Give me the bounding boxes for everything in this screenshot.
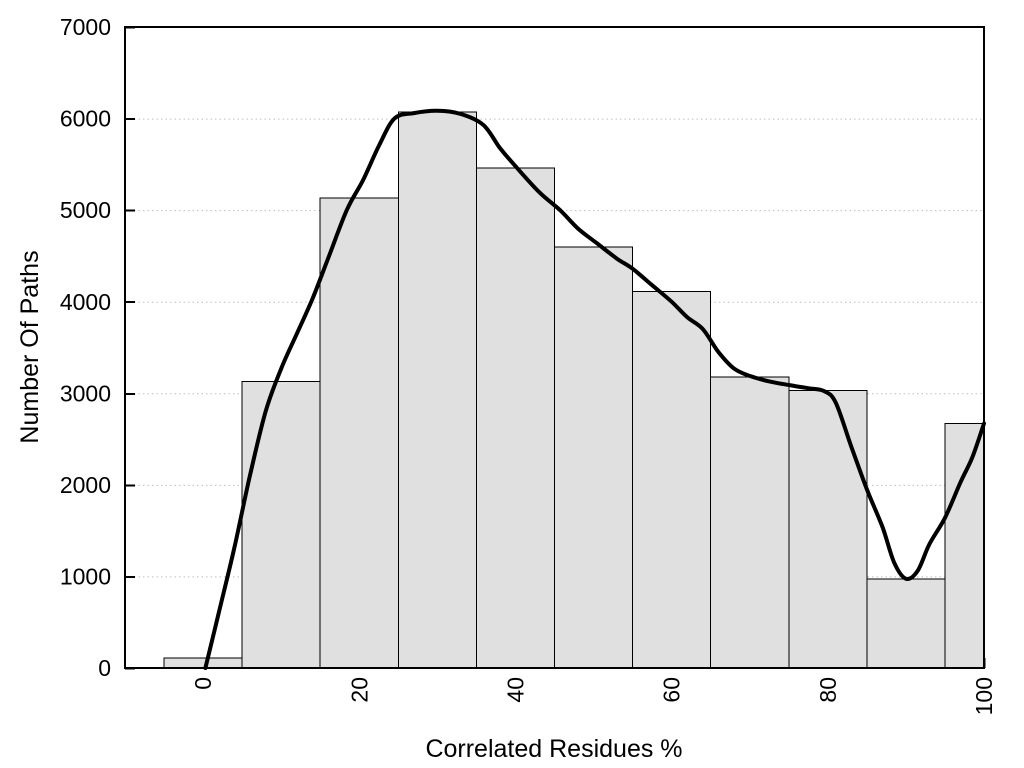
y-tick-label: 2000 — [60, 472, 111, 498]
histogram-bar — [319, 197, 399, 669]
density-curve — [203, 108, 986, 670]
y-tick-label: 3000 — [60, 380, 111, 406]
histogram-bar — [788, 390, 868, 669]
histogram-bars — [163, 111, 985, 669]
x-tick-label: 100 — [971, 677, 997, 715]
x-tick-label: 40 — [503, 677, 529, 703]
x-tick-label: 60 — [659, 677, 685, 703]
histogram-bar — [710, 376, 790, 669]
y-axis-title: Number Of Paths — [16, 250, 44, 443]
histogram-bar — [632, 291, 712, 669]
histogram-bar — [163, 657, 243, 669]
histogram-bar — [241, 380, 321, 669]
x-axis-title: Correlated Residues % — [425, 735, 682, 763]
histogram-bar — [475, 167, 555, 669]
y-tick-label: 7000 — [60, 14, 111, 40]
y-tick-label: 1000 — [60, 563, 111, 589]
x-tick-label: 20 — [346, 677, 372, 703]
histogram-bar — [944, 423, 985, 669]
x-tick-labels: 0 20 40 60 80 100 — [190, 677, 997, 715]
histogram-bar — [866, 578, 946, 669]
histogram-bar — [554, 246, 634, 669]
y-tick-labels: 0 1000 2000 3000 4000 5000 6000 7000 — [60, 14, 111, 681]
y-tick-label: 5000 — [60, 197, 111, 223]
plot-border — [124, 26, 985, 669]
y-tick-label: 0 — [98, 655, 111, 681]
histogram-bar — [397, 111, 477, 669]
x-tick-label: 80 — [815, 677, 841, 703]
y-tick-label: 4000 — [60, 289, 111, 315]
x-tick-label: 0 — [190, 677, 216, 690]
y-tick-label: 6000 — [60, 106, 111, 132]
